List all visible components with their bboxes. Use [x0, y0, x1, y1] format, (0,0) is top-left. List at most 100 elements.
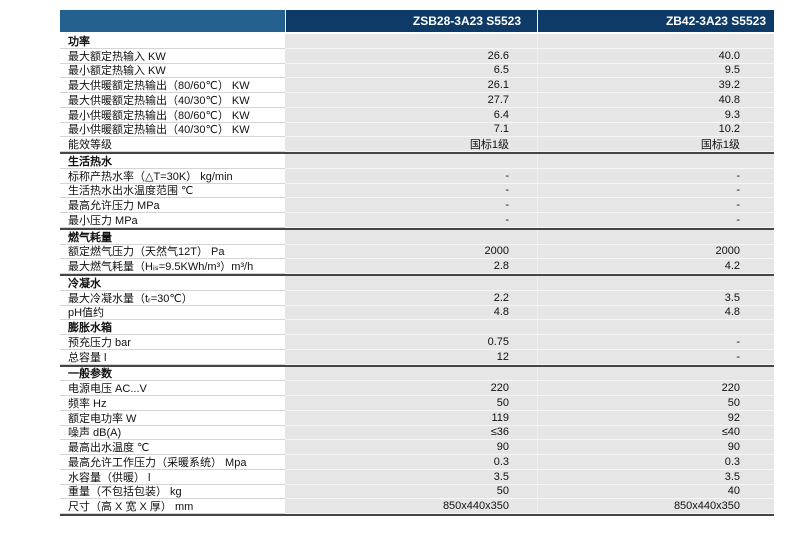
row-value-model-2: 92 — [537, 410, 774, 426]
row-label: 最高出水温度 ℃ — [60, 440, 285, 455]
row-value-model-2: - — [537, 213, 774, 228]
row-value-model-2 — [537, 229, 774, 245]
row-label: 最小压力 MPa — [60, 213, 285, 228]
row-label: 额定电功率 W — [60, 410, 285, 426]
row-value-model-1: 12 — [285, 349, 537, 365]
section-row: 冷凝水 — [60, 274, 774, 291]
row-value-model-2 — [537, 320, 774, 335]
row-value-model-1: 850x440x350 — [285, 499, 537, 514]
row-label: 生活热水 — [60, 154, 285, 169]
row-value-model-1: 2.2 — [285, 290, 537, 306]
table-row: 最小压力 MPa - - — [60, 213, 774, 228]
table-row: 重量（不包括包装） kg 50 40 — [60, 484, 774, 500]
section-row: 一般参数 — [60, 364, 774, 382]
table-row: 总容量 l 12- — [60, 349, 774, 365]
table-row: 额定燃气压力（天然气12T） Pa 2000 2000 — [60, 244, 774, 260]
row-value-model-1: 2000 — [285, 244, 537, 260]
row-value-model-1: ≤36 — [285, 425, 537, 441]
row-label: 电源电压 AC...V — [60, 381, 285, 396]
row-value-model-1: 26.6 — [285, 48, 537, 64]
row-label: 一般参数 — [60, 366, 285, 382]
table-row: 最小额定热输入 KW 6.5 9.5 — [60, 63, 774, 79]
table-row: pH值约 4.8 4.8 — [60, 305, 774, 321]
table-row: 电源电压 AC...V 220 220 — [60, 381, 774, 396]
row-value-model-1: - — [285, 183, 537, 199]
row-value-model-2 — [537, 34, 774, 49]
row-value-model-2 — [537, 366, 774, 382]
table-header-row: ZSB28-3A23 S5523 ZB42-3A23 S5523 — [60, 10, 774, 32]
table-row: 最大供暖额定热输出（40/30℃） KW 27.7 40.8 — [60, 93, 774, 108]
table-row: 生活热水出水温度范围 ℃ - - — [60, 183, 774, 199]
row-value-model-1: 220 — [285, 381, 537, 396]
table-row: 标称产热水率（△T=30K） kg/min - - — [60, 168, 774, 184]
row-label: 膨胀水箱 — [60, 320, 285, 335]
table-row: 最小供暖额定热输出（80/60℃） KW 6.4 9.3 — [60, 107, 774, 123]
row-value-model-2: 国标1级 — [537, 137, 774, 152]
section-row: 燃气耗量 — [60, 227, 774, 245]
row-value-model-2: 90 — [537, 440, 774, 455]
row-label: 尺寸（高 X 宽 X 厚） mm — [60, 499, 285, 514]
spec-table-body: 功率 最大额定热输入 KW 26.6 40.0 最小额定热输入 KW 6.5 9.5 最大供暖… — [60, 34, 774, 514]
table-row: 最高允许压力 MPa - - — [60, 198, 774, 213]
table-row: 噪声 dB(A) ≤36 ≤40 — [60, 425, 774, 441]
table-row: 最高允许工作压力（采暖系统） Mpa 0.3 0.3 — [60, 455, 774, 470]
row-value-model-1: 0.75 — [285, 335, 537, 350]
row-value-model-2: 3.5 — [537, 469, 774, 485]
table-row: 最大供暖额定热输出（80/60℃） KW 26.1 39.2 — [60, 78, 774, 93]
row-value-model-1 — [285, 276, 537, 291]
row-value-model-2: 40.0 — [537, 48, 774, 64]
row-label: 重量（不包括包装） kg — [60, 484, 285, 500]
row-value-model-1 — [285, 154, 537, 169]
row-label: 最小供暖额定热输出（40/30℃） KW — [60, 122, 285, 138]
row-value-model-2: 9.5 — [537, 63, 774, 79]
row-value-model-1 — [285, 366, 537, 382]
row-value-model-1: 26.1 — [285, 78, 537, 93]
row-label: 冷凝水 — [60, 276, 285, 291]
row-label: 频率 Hz — [60, 396, 285, 411]
row-label: 最大供暖额定热输出（80/60℃） KW — [60, 78, 285, 93]
row-value-model-1: 国标1级 — [285, 137, 537, 152]
row-value-model-2: 10.2 — [537, 122, 774, 138]
row-label: 标称产热水率（△T=30K） kg/min — [60, 168, 285, 184]
row-value-model-1: 50 — [285, 484, 537, 500]
row-label: 总容量 l — [60, 349, 285, 365]
table-row: 预充压力 bar 0.75- — [60, 335, 774, 350]
row-value-model-1 — [285, 34, 537, 49]
table-row: 最高出水温度 ℃ 90 90 — [60, 440, 774, 455]
row-value-model-2 — [537, 276, 774, 291]
row-value-model-1: - — [285, 213, 537, 228]
row-value-model-2: 40 — [537, 484, 774, 500]
row-label: pH值约 — [60, 305, 285, 321]
row-label: 最大额定热输入 KW — [60, 48, 285, 64]
table-row: 水容量（供暖） l 3.5 3.5 — [60, 469, 774, 485]
row-label: 最大冷凝水量（tᵣ=30℃） — [60, 290, 285, 306]
row-value-model-2: 850x440x350 — [537, 499, 774, 514]
section-row: 功率 — [60, 34, 774, 49]
table-row: 最大额定热输入 KW 26.6 40.0 — [60, 48, 774, 64]
row-value-model-1: 6.5 — [285, 63, 537, 79]
row-value-model-2: 0.3 — [537, 455, 774, 470]
row-value-model-1 — [285, 229, 537, 245]
row-value-model-1: 27.7 — [285, 93, 537, 108]
header-model-1: ZSB28-3A23 S5523 — [285, 10, 537, 32]
row-label: 预充压力 bar — [60, 335, 285, 350]
row-value-model-1: - — [285, 198, 537, 213]
table-row: 最大燃气耗量（Hᵢₛ=9.5KWh/m³）m³/h 2.8 4.2 — [60, 259, 774, 274]
row-label: 最高允许压力 MPa — [60, 198, 285, 213]
row-value-model-2: - — [537, 198, 774, 213]
table-row: 能效等级 国标1级 国标1级 — [60, 137, 774, 152]
row-label: 额定燃气压力（天然气12T） Pa — [60, 244, 285, 260]
row-value-model-2: 220 — [537, 381, 774, 396]
row-label: 燃气耗量 — [60, 229, 285, 245]
row-label: 噪声 dB(A) — [60, 425, 285, 441]
row-value-model-2: - — [537, 183, 774, 199]
row-label: 最大燃气耗量（Hᵢₛ=9.5KWh/m³）m³/h — [60, 259, 285, 274]
row-value-model-2: - — [537, 349, 774, 365]
row-value-model-1: 50 — [285, 396, 537, 411]
row-value-model-2: ≤40 — [537, 425, 774, 441]
row-value-model-1: 90 — [285, 440, 537, 455]
row-value-model-2: 4.2 — [537, 259, 774, 274]
subsection-row: 膨胀水箱 — [60, 320, 774, 335]
row-value-model-1 — [285, 320, 537, 335]
row-value-model-2: 50 — [537, 396, 774, 411]
